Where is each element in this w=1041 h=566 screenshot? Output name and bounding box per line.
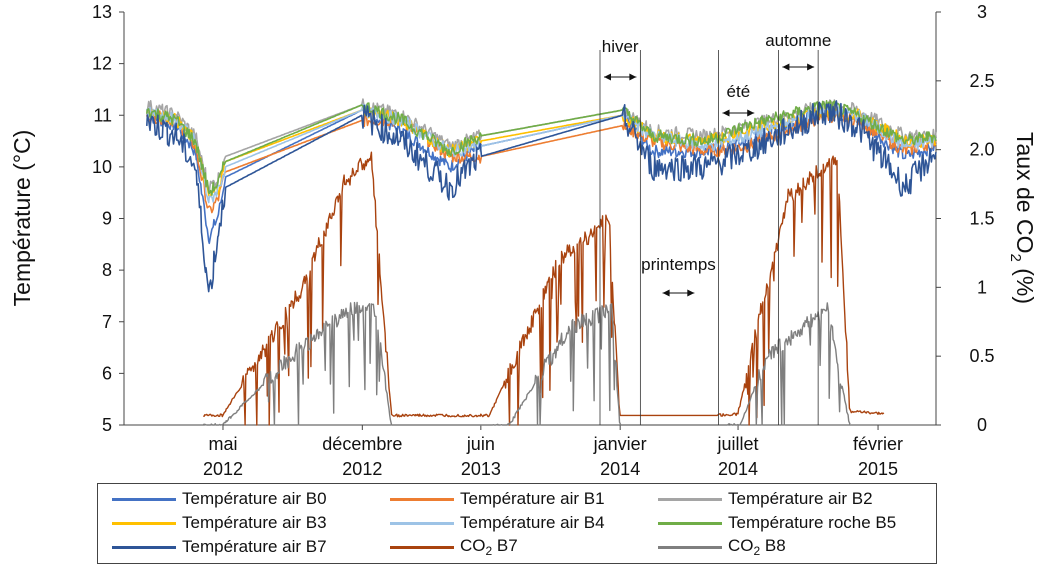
series-line bbox=[202, 301, 851, 426]
season-annotations: hiver printemps été automne bbox=[599, 31, 831, 425]
legend-label: Température air B0 bbox=[182, 489, 327, 508]
x-tick-year-label: 2014 bbox=[600, 459, 640, 479]
series-line bbox=[202, 151, 885, 426]
y-right-tick-label: 1 bbox=[977, 277, 987, 297]
legend-swatch bbox=[658, 521, 722, 525]
chart-series-layer bbox=[146, 98, 937, 426]
season-arrow-head bbox=[722, 109, 730, 117]
y-left-tick-label: 10 bbox=[92, 157, 112, 177]
y-left-tick-label: 6 bbox=[102, 363, 112, 383]
x-tick-year-label: 2012 bbox=[203, 459, 243, 479]
legend-label: Température air B7 bbox=[182, 537, 327, 556]
legend-swatch bbox=[658, 497, 722, 501]
season-arrow-head bbox=[747, 109, 755, 117]
y-left-tick-label: 5 bbox=[102, 415, 112, 435]
series-line bbox=[146, 109, 937, 214]
legend-label: CO2 B8 bbox=[728, 536, 786, 558]
y-right-axis-title: Taux de CO2 (%) bbox=[1007, 132, 1038, 304]
x-tick-year-label: 2013 bbox=[461, 459, 501, 479]
legend-swatch bbox=[390, 545, 454, 549]
y-left-tick-label: 11 bbox=[93, 105, 112, 125]
x-tick-month-label: juin bbox=[466, 434, 495, 454]
season-arrow-head bbox=[807, 63, 815, 71]
season-arrow-head bbox=[782, 63, 790, 71]
x-tick-month-label: juillet bbox=[717, 434, 759, 454]
x-tick-month-label: février bbox=[853, 434, 903, 454]
legend-label: Température roche B5 bbox=[728, 513, 897, 532]
x-tick-year-label: 2012 bbox=[342, 459, 382, 479]
legend-item: CO2 B8 bbox=[658, 536, 786, 558]
legend-label: Température air B1 bbox=[460, 489, 605, 508]
legend-item: Température air B4 bbox=[390, 512, 605, 534]
season-label: printemps bbox=[641, 255, 716, 274]
season-label: automne bbox=[765, 31, 831, 50]
legend-swatch bbox=[390, 521, 454, 525]
y-right-tick-label: 2.5 bbox=[969, 71, 994, 91]
legend-item: Température roche B5 bbox=[658, 512, 896, 534]
y-left-tick-label: 7 bbox=[102, 312, 112, 332]
x-tick-year-label: 2015 bbox=[858, 459, 898, 479]
y-left-tick-label: 9 bbox=[102, 209, 112, 229]
season-arrow-head bbox=[604, 73, 611, 81]
y-right-tick-label: 0.5 bbox=[969, 346, 994, 366]
legend-item: Température air B7 bbox=[112, 536, 327, 558]
series-line bbox=[146, 100, 937, 196]
legend-swatch bbox=[658, 545, 722, 549]
series-line bbox=[146, 100, 937, 293]
legend-item: Température air B0 bbox=[112, 488, 327, 510]
axis-labels: Température (°C) Taux de CO2 (%) bbox=[9, 130, 1038, 307]
x-tick-month-label: janvier bbox=[593, 434, 647, 454]
y-right-tick-label: 0 bbox=[977, 415, 987, 435]
chart-legend: Température air B0 Température air B1 Temp… bbox=[97, 483, 937, 564]
y-left-tick-label: 8 bbox=[102, 260, 112, 280]
y-right-tick-label: 2.0 bbox=[969, 140, 994, 160]
season-arrow-head bbox=[687, 289, 695, 297]
chart-axes: 5 6 7 8 9 10 11 12 13 0 0.5 1 1.5 2.0 2.5 3 mai 2012 décem… bbox=[92, 2, 995, 479]
legend-item: Température air B1 bbox=[390, 488, 605, 510]
legend-swatch bbox=[112, 521, 176, 525]
y-left-axis-title: Température (°C) bbox=[9, 130, 35, 307]
season-arrow-head bbox=[629, 73, 637, 81]
season-arrow-head bbox=[662, 289, 670, 297]
legend-label: CO2 B7 bbox=[460, 536, 518, 558]
x-tick-year-label: 2014 bbox=[718, 459, 758, 479]
legend-label: Température air B2 bbox=[728, 489, 873, 508]
legend-label: Température air B3 bbox=[182, 513, 327, 532]
y-left-tick-label: 12 bbox=[92, 54, 112, 74]
legend-swatch bbox=[112, 497, 176, 501]
y-left-tick-label: 13 bbox=[92, 2, 112, 22]
legend-swatch bbox=[112, 545, 176, 549]
legend-item: Température air B3 bbox=[112, 512, 327, 534]
x-tick-month-label: mai bbox=[208, 434, 237, 454]
legend-label: Température air B4 bbox=[460, 513, 605, 532]
legend-item: CO2 B7 bbox=[390, 536, 518, 558]
series-line bbox=[146, 105, 937, 198]
x-tick-month-label: décembre bbox=[322, 434, 402, 454]
legend-swatch bbox=[390, 497, 454, 501]
y-right-tick-label: 1.5 bbox=[969, 209, 994, 229]
y-right-tick-label: 3 bbox=[977, 2, 987, 22]
season-label: hiver bbox=[602, 37, 639, 56]
season-label: été bbox=[727, 82, 751, 101]
legend-item: Température air B2 bbox=[658, 488, 873, 510]
